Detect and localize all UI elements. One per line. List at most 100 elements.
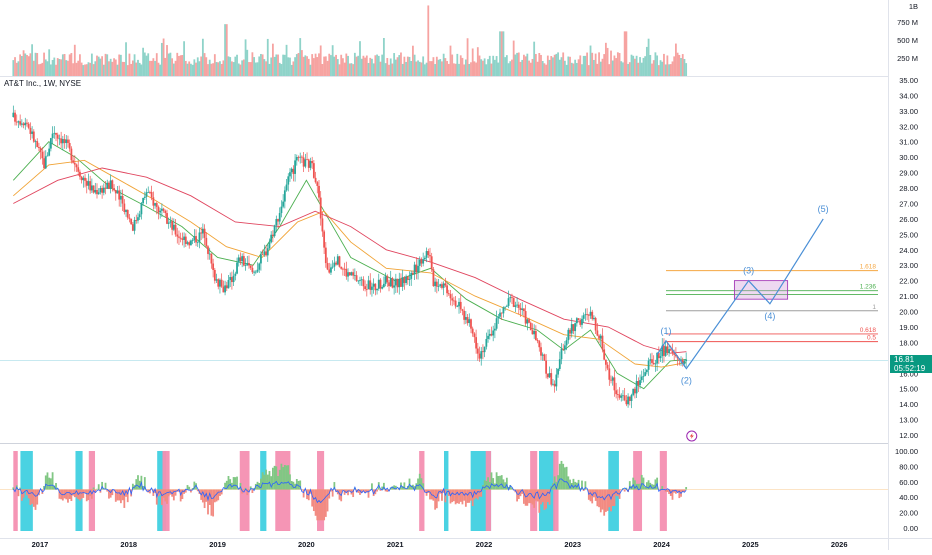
candle-body [458, 302, 460, 306]
volume-bar [18, 61, 20, 76]
volume-bar [156, 53, 158, 76]
candle-body [158, 207, 160, 213]
price-tick-label: 12.00 [899, 431, 918, 440]
volume-bar [65, 60, 67, 76]
volume-bar [140, 65, 142, 76]
candle-body [632, 389, 634, 395]
volume-bar [163, 39, 165, 76]
volume-bar [139, 63, 141, 76]
volume-bar [149, 61, 151, 76]
volume-bar [385, 63, 387, 76]
oscillator-bar [533, 490, 535, 508]
volume-bar [682, 54, 684, 76]
volume-bar [439, 59, 441, 76]
volume-bar [187, 64, 189, 76]
candle-body [619, 395, 621, 398]
volume-bar [178, 56, 180, 76]
volume-bar [180, 55, 182, 76]
oscillator-bar [315, 490, 317, 516]
candle-body [149, 192, 151, 193]
candle-body [460, 302, 462, 309]
candle-body [649, 359, 651, 360]
candle-body [316, 182, 318, 186]
oscillator-bar [161, 490, 163, 505]
candle-body [581, 319, 583, 325]
oscillator-bar [164, 490, 166, 502]
price-tick-label: 29.00 [899, 169, 918, 178]
candle-body [31, 132, 33, 134]
candle-body [436, 282, 438, 287]
candle-body [475, 337, 477, 348]
volume-bar [444, 58, 446, 76]
oscillator-bar [216, 490, 218, 502]
volume-bar [362, 56, 364, 76]
oscillator-bar [207, 490, 209, 515]
candle-body [330, 267, 332, 272]
volume-bar [480, 59, 482, 76]
candle-body [366, 289, 368, 290]
volume-bar [352, 64, 354, 76]
candle-body [349, 272, 351, 275]
volume-bar [573, 63, 575, 76]
volume-bar [489, 56, 491, 76]
oscillator-bar [477, 490, 479, 500]
candle-body [216, 279, 218, 280]
volume-bar [567, 57, 569, 76]
candle-body [265, 251, 267, 255]
volume-bar [373, 63, 375, 76]
candle-body [528, 319, 530, 322]
volume-bar [646, 47, 648, 76]
oscillator-bar [530, 490, 532, 504]
candle-body [583, 315, 585, 319]
candle-body [35, 141, 37, 142]
oscillator-bar [93, 487, 95, 489]
oscillator-bar [417, 479, 419, 490]
oscillator-bar [462, 490, 464, 505]
volume-bar [535, 54, 537, 76]
oscillator-bar [267, 475, 269, 490]
volume-bar [118, 55, 120, 76]
candle-body [641, 377, 643, 380]
fib-level-label: 1.618 [860, 264, 877, 271]
candle-body [417, 266, 419, 272]
time-tick-label: 2022 [476, 540, 493, 549]
price-tick-label: 13.00 [899, 416, 918, 425]
candle-body [139, 214, 141, 217]
oscillator-bar [421, 478, 423, 489]
oscillator-bar [69, 490, 71, 499]
volume-bar [82, 65, 84, 76]
candle-body [19, 121, 21, 124]
volume-bar [100, 59, 102, 76]
candle-body [175, 225, 177, 235]
candle-body [240, 257, 242, 261]
candle-body [561, 349, 563, 359]
candle-body [579, 320, 581, 325]
volume-bar [272, 44, 274, 76]
oscillator-bar [29, 490, 31, 506]
volume-bar [16, 63, 18, 76]
volume-bar [23, 50, 25, 76]
candle-body [156, 203, 158, 207]
oscillator-tick-label: 60.00 [899, 478, 918, 487]
volume-bar [147, 53, 149, 76]
oscillator-bar [98, 484, 100, 489]
volume-bar [332, 45, 334, 76]
candle-body [369, 280, 371, 290]
oscillator-bar [347, 490, 349, 496]
volume-bar [451, 55, 453, 76]
candle-body [286, 185, 288, 191]
volume-bar [320, 45, 322, 76]
volume-bar [229, 57, 231, 76]
volume-bar [653, 60, 655, 76]
candle-body [231, 277, 233, 282]
volume-bar [248, 62, 250, 76]
volume-bar [555, 54, 557, 76]
candle-body [487, 336, 489, 339]
volume-bar [168, 54, 170, 76]
candle-body [339, 256, 341, 266]
volume-bar [595, 54, 597, 76]
oscillator-bar [281, 464, 283, 490]
volume-bar [207, 64, 209, 76]
